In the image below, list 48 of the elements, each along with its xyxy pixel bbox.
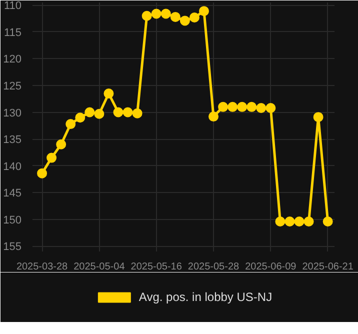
point [284, 216, 295, 227]
point [66, 119, 76, 130]
x-tick-label: 2025-05-04 [74, 262, 126, 272]
point [189, 12, 200, 22]
y-tick-label: 125 [3, 80, 22, 92]
y-tick-label: 130 [3, 107, 22, 120]
point [304, 216, 314, 227]
point [132, 108, 142, 118]
point [266, 103, 276, 113]
point [46, 152, 57, 163]
x-tick-label: 2025-05-16 [130, 262, 182, 272]
x-tick-label: 2025-06-09 [245, 262, 297, 272]
point [218, 102, 228, 112]
point [322, 216, 333, 227]
point [256, 103, 266, 113]
point [313, 112, 324, 122]
point [294, 216, 304, 227]
y-tick-label: 150 [3, 214, 22, 226]
point [104, 88, 114, 99]
x-tick-label: 2025-05-28 [188, 262, 240, 272]
point [37, 168, 48, 178]
y-tick-label: 115 [4, 26, 22, 39]
point [208, 112, 219, 122]
y-tick-label: 140 [3, 160, 22, 173]
point [56, 139, 66, 150]
y-tick-label: 155 [3, 241, 22, 254]
x-tick-label: 2025-06-21 [302, 262, 354, 272]
point [113, 107, 124, 118]
x-tick-label: 2025-03-28 [16, 262, 68, 272]
y-tick-label: 145 [3, 188, 22, 200]
point [228, 102, 238, 112]
point [160, 8, 171, 19]
point [237, 102, 248, 112]
point [246, 102, 257, 112]
point [142, 10, 152, 21]
point [275, 216, 286, 227]
point [75, 112, 86, 123]
legend-label: Avg. pos. in lobby US-NJ [138, 290, 272, 304]
point [170, 12, 180, 22]
point [94, 108, 104, 119]
y-tick-label: 110 [4, 0, 22, 12]
point [151, 8, 162, 19]
point [180, 16, 190, 26]
y-tick-label: 135 [3, 134, 22, 146]
point [198, 6, 209, 16]
y-tick-label: 120 [3, 54, 22, 66]
point [84, 107, 95, 118]
point [122, 107, 133, 118]
